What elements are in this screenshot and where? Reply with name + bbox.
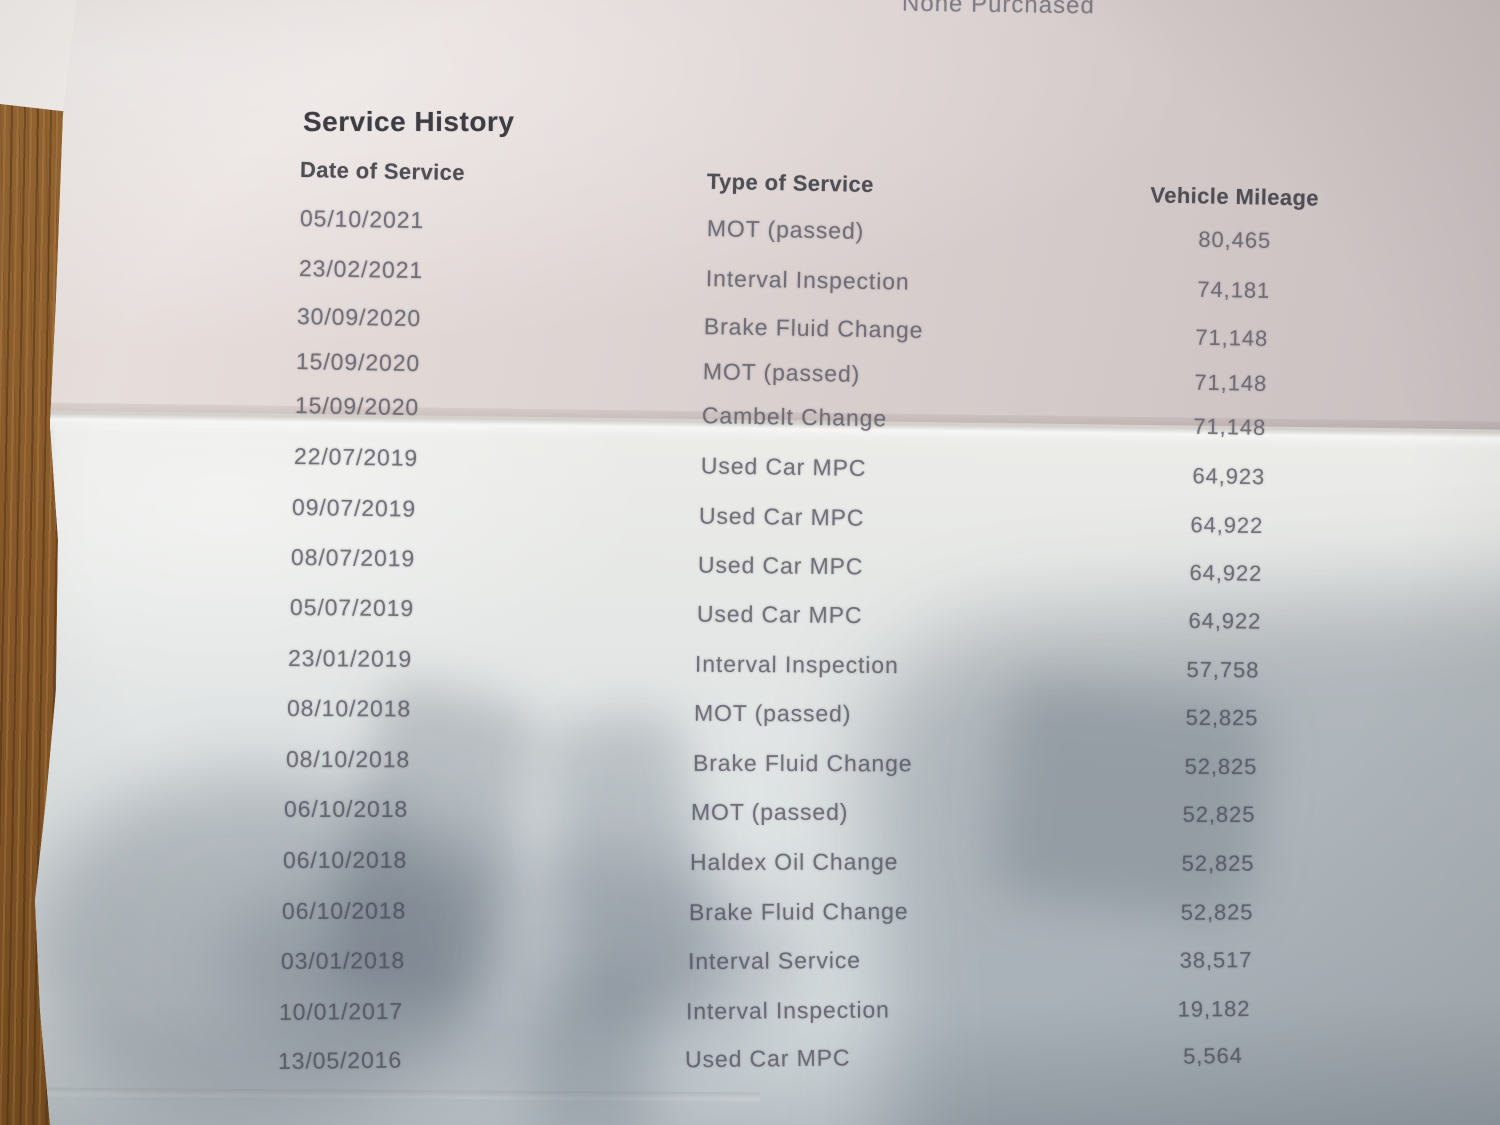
table-row: 03/01/2018 Interval Service 38,517: [280, 941, 1340, 975]
table-row: 23/01/2019 Interval Inspection 57,758: [288, 645, 1348, 682]
table-row: 30/09/2020 Brake Fluid Change 71,148: [297, 303, 1357, 351]
service-date: 15/09/2020: [295, 348, 421, 377]
service-mileage: 5,564: [1182, 1042, 1243, 1069]
table-row: 06/10/2018 MOT (passed) 52,825: [284, 795, 1344, 827]
column-header-type: Type of Service: [706, 168, 875, 198]
table-row: 06/10/2018 Haldex Oil Change 52,825: [283, 844, 1343, 876]
service-mileage: 64,923: [1191, 463, 1265, 490]
service-date: 08/10/2018: [285, 746, 410, 773]
service-mileage: 64,922: [1189, 560, 1263, 586]
service-mileage: 57,758: [1186, 656, 1260, 683]
cutoff-text-none-purchased: None Purchased: [901, 0, 1095, 20]
service-date: 30/09/2020: [297, 303, 422, 332]
service-date: 08/07/2019: [290, 544, 416, 572]
service-type: Used Car MPC: [697, 551, 864, 580]
service-mileage: 52,825: [1180, 899, 1254, 925]
table-row: 05/07/2019 Used Car MPC 64,922: [289, 594, 1349, 634]
service-type: MOT (passed): [691, 798, 849, 825]
service-date: 08/10/2018: [286, 695, 412, 722]
table-row: 15/09/2020 MOT (passed) 71,148: [295, 348, 1356, 396]
service-type: Haldex Oil Change: [690, 848, 899, 876]
table-row: 15/09/2020 Cambelt Change 71,148: [294, 392, 1355, 440]
table-row: 09/07/2019 Used Car MPC 64,922: [292, 494, 1352, 538]
service-type: Used Car MPC: [700, 452, 867, 481]
table-row: 23/02/2021 Interval Inspection 74,181: [298, 255, 1358, 303]
service-date: 15/09/2020: [294, 392, 420, 421]
service-type: MOT (passed): [693, 699, 852, 727]
service-type: MOT (passed): [706, 215, 865, 244]
service-type: Interval Inspection: [705, 265, 910, 295]
service-type: Brake Fluid Change: [692, 749, 913, 777]
service-mileage: 71,148: [1195, 324, 1269, 351]
service-date: 09/07/2019: [292, 494, 417, 522]
service-mileage: 19,182: [1177, 996, 1251, 1022]
service-mileage: 74,181: [1196, 276, 1271, 303]
service-date: 05/10/2021: [299, 205, 425, 234]
table-row: 10/01/2017 Interval Inspection 19,182: [279, 989, 1339, 1026]
paper-highlight: [55, 425, 655, 705]
service-type: Brake Fluid Change: [688, 898, 909, 926]
service-type: Cambelt Change: [701, 402, 888, 432]
service-mileage: 52,825: [1184, 753, 1258, 780]
service-mileage: 52,825: [1181, 850, 1255, 876]
service-type: Used Car MPC: [684, 1044, 851, 1073]
service-mileage: 71,148: [1194, 369, 1268, 396]
service-date: 22/07/2019: [293, 443, 418, 471]
service-type: Brake Fluid Change: [704, 313, 924, 343]
column-header-date: Date of Service: [299, 157, 466, 186]
service-date: 03/01/2018: [280, 947, 405, 974]
service-date: 23/02/2021: [298, 255, 424, 284]
service-type: Interval Inspection: [686, 996, 891, 1025]
service-mileage: 71,148: [1192, 413, 1267, 440]
service-type: Interval Service: [687, 946, 861, 975]
service-type: Used Car MPC: [698, 502, 865, 531]
service-date: 13/05/2016: [277, 1046, 403, 1074]
service-mileage: 52,825: [1183, 801, 1256, 827]
table-row: 08/07/2019 Used Car MPC 64,922: [290, 544, 1351, 586]
service-type: Used Car MPC: [696, 600, 863, 629]
page-title: Service History: [303, 106, 515, 137]
column-header-mileage: Vehicle Mileage: [1150, 182, 1320, 211]
table-header-row: Date of Service Type of Service Vehicle …: [299, 157, 1360, 211]
service-type: Interval Inspection: [695, 650, 900, 679]
service-date: 23/01/2019: [288, 645, 413, 672]
table-row: 22/07/2019 Used Car MPC 64,923: [293, 443, 1353, 489]
service-date: 06/10/2018: [283, 846, 408, 873]
service-date: 05/07/2019: [289, 594, 414, 622]
service-mileage: 64,922: [1188, 607, 1261, 634]
service-mileage: 52,825: [1185, 704, 1259, 731]
table-row: 08/10/2018 Brake Fluid Change 52,825: [285, 746, 1346, 779]
service-mileage: 38,517: [1179, 947, 1252, 973]
service-date: 06/10/2018: [284, 795, 409, 822]
table-row: 05/10/2021 MOT (passed) 80,465: [299, 205, 1360, 253]
table-row: 06/10/2018 Brake Fluid Change 52,825: [282, 893, 1342, 925]
service-mileage: 64,922: [1190, 512, 1264, 539]
table-row: 13/05/2016 Used Car MPC 5,564: [278, 1036, 1338, 1075]
service-date: 06/10/2018: [281, 897, 406, 924]
table-row: 08/10/2018 MOT (passed) 52,825: [286, 695, 1347, 730]
service-date: 10/01/2017: [279, 997, 404, 1025]
service-type: MOT (passed): [702, 358, 861, 387]
service-mileage: 80,465: [1198, 226, 1272, 253]
